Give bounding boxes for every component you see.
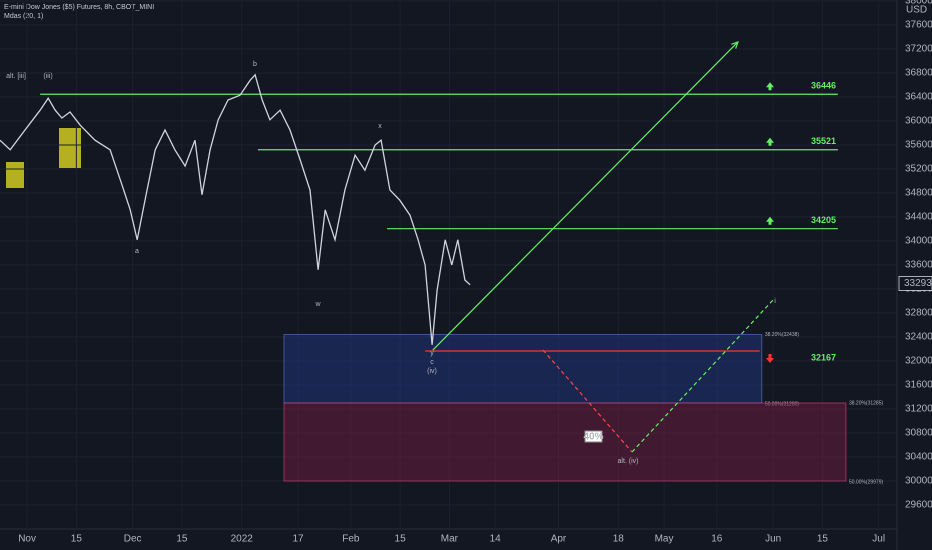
highlight-box [6, 162, 24, 188]
level-label: 32167 [811, 352, 836, 362]
y-tick-label: 31600 [905, 380, 932, 391]
y-tick-label: 36000 [905, 116, 932, 127]
y-tick-label: 32800 [905, 308, 932, 319]
y-tick-label: 35200 [905, 164, 932, 175]
level-label: 34205 [811, 215, 836, 225]
currency-label: USD [906, 5, 927, 16]
level-arrow [766, 137, 774, 146]
y-tick-label: 30000 [905, 476, 932, 487]
y-tick-label: 29600 [905, 500, 932, 511]
fib-label: 50.00%(31280) [765, 401, 800, 407]
wave-label: y [430, 350, 434, 357]
wave-label: w [314, 301, 321, 308]
wave-label: a [135, 248, 139, 255]
x-tick-label: 15 [817, 534, 829, 545]
x-tick-label: 17 [292, 534, 304, 545]
wave-label: (iii) [43, 73, 52, 80]
projection-arrowhead [731, 40, 739, 49]
y-tick-label: 30800 [905, 428, 932, 439]
last-price-label: 33293 [904, 278, 932, 289]
y-tick-label: 34800 [905, 188, 932, 199]
fib-zone [283, 402, 847, 482]
y-tick-label: 37200 [905, 44, 932, 55]
y-tick-label: 30400 [905, 452, 932, 463]
y-tick-label: 35600 [905, 140, 932, 151]
x-tick-label: 15 [176, 534, 188, 545]
wave-label: alt. [iii] [6, 73, 26, 80]
x-tick-label: 2022 [231, 534, 254, 545]
y-tick-label: 31200 [905, 404, 932, 415]
x-tick-label: May [655, 534, 674, 545]
projection-line [432, 41, 739, 351]
wave-label: x [378, 123, 382, 130]
x-tick-label: Mar [441, 534, 459, 545]
y-tick-label: 38000 [905, 0, 932, 7]
y-tick-label: 36400 [905, 92, 932, 103]
x-tick-label: Dec [124, 534, 142, 545]
x-tick-label: Nov [18, 534, 36, 545]
highlight-box [59, 128, 81, 168]
probability-label: 40% [583, 432, 603, 443]
price-line [0, 73, 471, 345]
fib-label: 38.20%(32438) [765, 332, 800, 338]
projection-line [542, 349, 633, 453]
x-tick-label: Jun [765, 534, 781, 545]
fib-label: 38.20%(31285) [849, 400, 884, 406]
level-label: 35521 [811, 136, 836, 146]
y-tick-label: 37600 [905, 20, 932, 31]
wave-label: (iv) [427, 368, 437, 375]
x-tick-label: 14 [490, 534, 502, 545]
x-tick-label: 15 [71, 534, 83, 545]
probability-box [584, 430, 603, 443]
wave-label: alt. (iv) [618, 458, 639, 465]
level-arrow [766, 353, 774, 363]
fib-label: 50.00%(29979) [849, 479, 884, 485]
x-tick-label: Apr [551, 534, 567, 545]
x-tick-label: Feb [342, 534, 360, 545]
y-tick-label: 34000 [905, 236, 932, 247]
x-tick-label: 15 [395, 534, 407, 545]
x-tick-label: 16 [711, 534, 723, 545]
y-tick-label: 32400 [905, 332, 932, 343]
last-price-box [898, 276, 932, 291]
level-label: 36446 [811, 81, 836, 91]
x-tick-label: 18 [613, 534, 625, 545]
level-arrow [766, 216, 774, 225]
wave-label: i [774, 298, 776, 305]
level-arrow [766, 82, 774, 91]
y-tick-label: 33600 [905, 260, 932, 271]
indicator-label: Mdas (20, 1) [4, 13, 43, 20]
wave-label: c [430, 359, 434, 366]
chart-title: E-mini Dow Jones ($5) Futures, 8h, CBOT_… [4, 4, 154, 11]
fib-zone [283, 334, 763, 404]
y-tick-label: 36800 [905, 68, 932, 79]
x-tick-label: Jul [872, 534, 885, 545]
wave-label: b [253, 61, 257, 68]
projection-line [631, 297, 776, 453]
y-tick-label: 32000 [905, 356, 932, 367]
y-tick-label: 34400 [905, 212, 932, 223]
